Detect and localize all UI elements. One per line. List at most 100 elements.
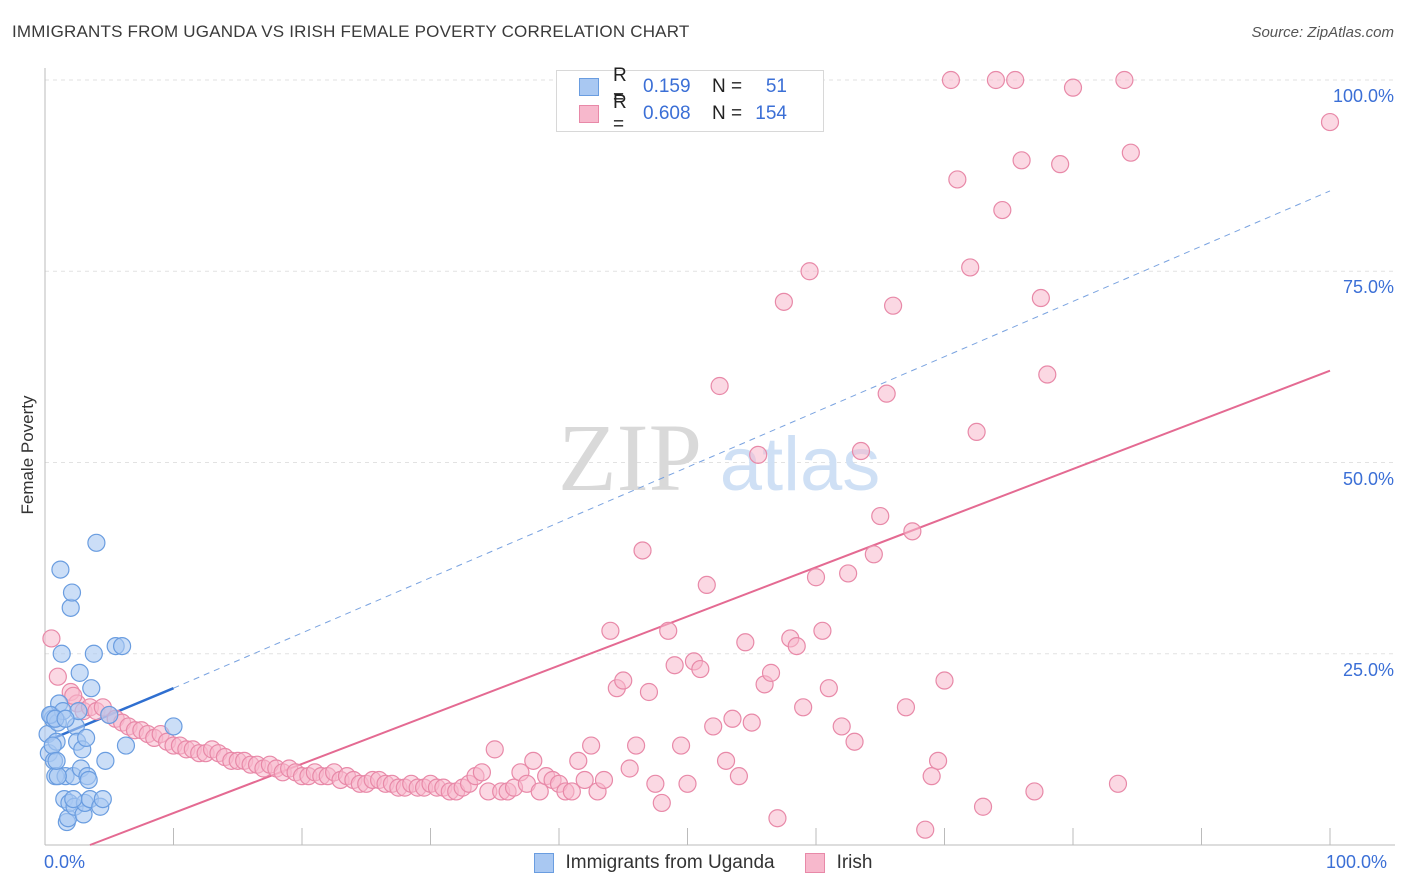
y-tick-label: 100.0% [1332, 86, 1394, 106]
legend-row-uganda: R = 0.159 N = 51 [579, 65, 787, 108]
r-value-irish: 0.608 [643, 103, 691, 124]
series-legend: Immigrants from Uganda Irish [0, 852, 1406, 874]
irish-legend-label: Irish [836, 852, 873, 873]
irish-point [704, 717, 723, 736]
irish-point [659, 621, 678, 640]
irish-point [832, 717, 851, 736]
irish-point [524, 751, 543, 770]
source-label: Source: ZipAtlas.com [1251, 24, 1394, 41]
irish-point [485, 740, 504, 759]
uganda-points [38, 533, 183, 832]
irish-point [633, 541, 652, 560]
irish-point [626, 736, 646, 755]
watermark-atlas: atlas [720, 422, 881, 507]
irish-point [813, 621, 832, 640]
irish-point [800, 262, 819, 281]
irish-point [42, 629, 61, 648]
irish-point [973, 797, 993, 816]
irish-point [864, 545, 883, 564]
r-label: R = [613, 65, 627, 108]
irish-swatch [579, 105, 599, 123]
irish-point [530, 782, 549, 801]
uganda-swatch [579, 78, 599, 96]
uganda-point [116, 736, 136, 755]
irish-point [845, 732, 864, 751]
irish-point [916, 820, 935, 839]
irish-point [665, 656, 684, 675]
uganda-point [84, 644, 103, 663]
irish-point [710, 376, 729, 396]
grid-lines [45, 79, 1395, 655]
irish-point [716, 751, 736, 770]
irish-point [569, 751, 588, 770]
irish-point [582, 736, 601, 755]
uganda-point [82, 679, 101, 698]
uganda-point [43, 736, 62, 755]
irish-legend-swatch [804, 853, 825, 873]
uganda-point [96, 751, 115, 770]
irish-point [678, 774, 697, 793]
irish-point [896, 698, 916, 717]
uganda-point [47, 751, 66, 770]
n-value-uganda: 51 [765, 76, 787, 97]
irish-point [761, 663, 781, 682]
irish-point [1051, 155, 1070, 174]
irish-point [871, 506, 890, 526]
irish-point [993, 200, 1012, 220]
irish-point [614, 671, 633, 690]
watermark-zip: ZIP [558, 404, 702, 511]
irish-point [774, 292, 793, 311]
irish-point [723, 709, 742, 728]
irish-point [729, 767, 749, 786]
y-tick-label: 25.0% [1342, 659, 1394, 680]
uganda-point [52, 644, 71, 663]
uganda-point [70, 663, 89, 682]
uganda-point [61, 598, 80, 617]
irish-point [819, 679, 838, 698]
irish-point [1038, 365, 1057, 384]
uganda-point [77, 728, 96, 748]
irish-point [736, 633, 755, 652]
uganda-point [79, 770, 98, 790]
r-value-uganda: 0.159 [643, 76, 691, 97]
irish-point [1063, 78, 1083, 97]
uganda-point [56, 709, 75, 728]
irish-point [594, 770, 614, 790]
y-tick-label: 50.0% [1342, 468, 1394, 489]
irish-point [877, 384, 896, 403]
uganda-point [164, 717, 183, 736]
uganda-point [93, 789, 112, 809]
legend-item-uganda[interactable]: Immigrants from Uganda [533, 852, 775, 874]
uganda-trend-extension [173, 190, 1331, 689]
irish-point [1031, 288, 1050, 308]
watermark: ZIP atlas [558, 404, 880, 511]
irish-point [1025, 782, 1044, 801]
n-label: N = [711, 103, 743, 124]
irish-point [967, 422, 986, 441]
y-tick-label: 75.0% [1342, 277, 1394, 298]
chart-title: IMMIGRANTS FROM UGANDA VS IRISH FEMALE P… [12, 22, 690, 41]
uganda-point [48, 767, 67, 786]
irish-point [1108, 774, 1128, 793]
irish-point [646, 774, 665, 793]
irish-point [806, 568, 826, 587]
irish-point [697, 575, 716, 595]
irish-point [787, 636, 806, 656]
irish-point [1115, 70, 1134, 90]
irish-point [768, 809, 787, 828]
irish-point [851, 441, 871, 461]
irish-point [1320, 112, 1340, 132]
irish-point [562, 782, 581, 801]
irish-point [986, 70, 1006, 90]
x-tick-label-max: 100.0% [1326, 852, 1388, 872]
irish-point [961, 258, 980, 277]
legend-item-irish[interactable]: Irish [804, 852, 873, 874]
uganda-legend-label: Immigrants from Uganda [565, 852, 775, 873]
uganda-point [100, 705, 119, 725]
irish-point [639, 682, 659, 702]
irish-point [883, 296, 903, 315]
irish-point [1012, 151, 1031, 170]
irish-point [935, 671, 954, 690]
x-tick-label-min: 0.0% [44, 852, 86, 872]
